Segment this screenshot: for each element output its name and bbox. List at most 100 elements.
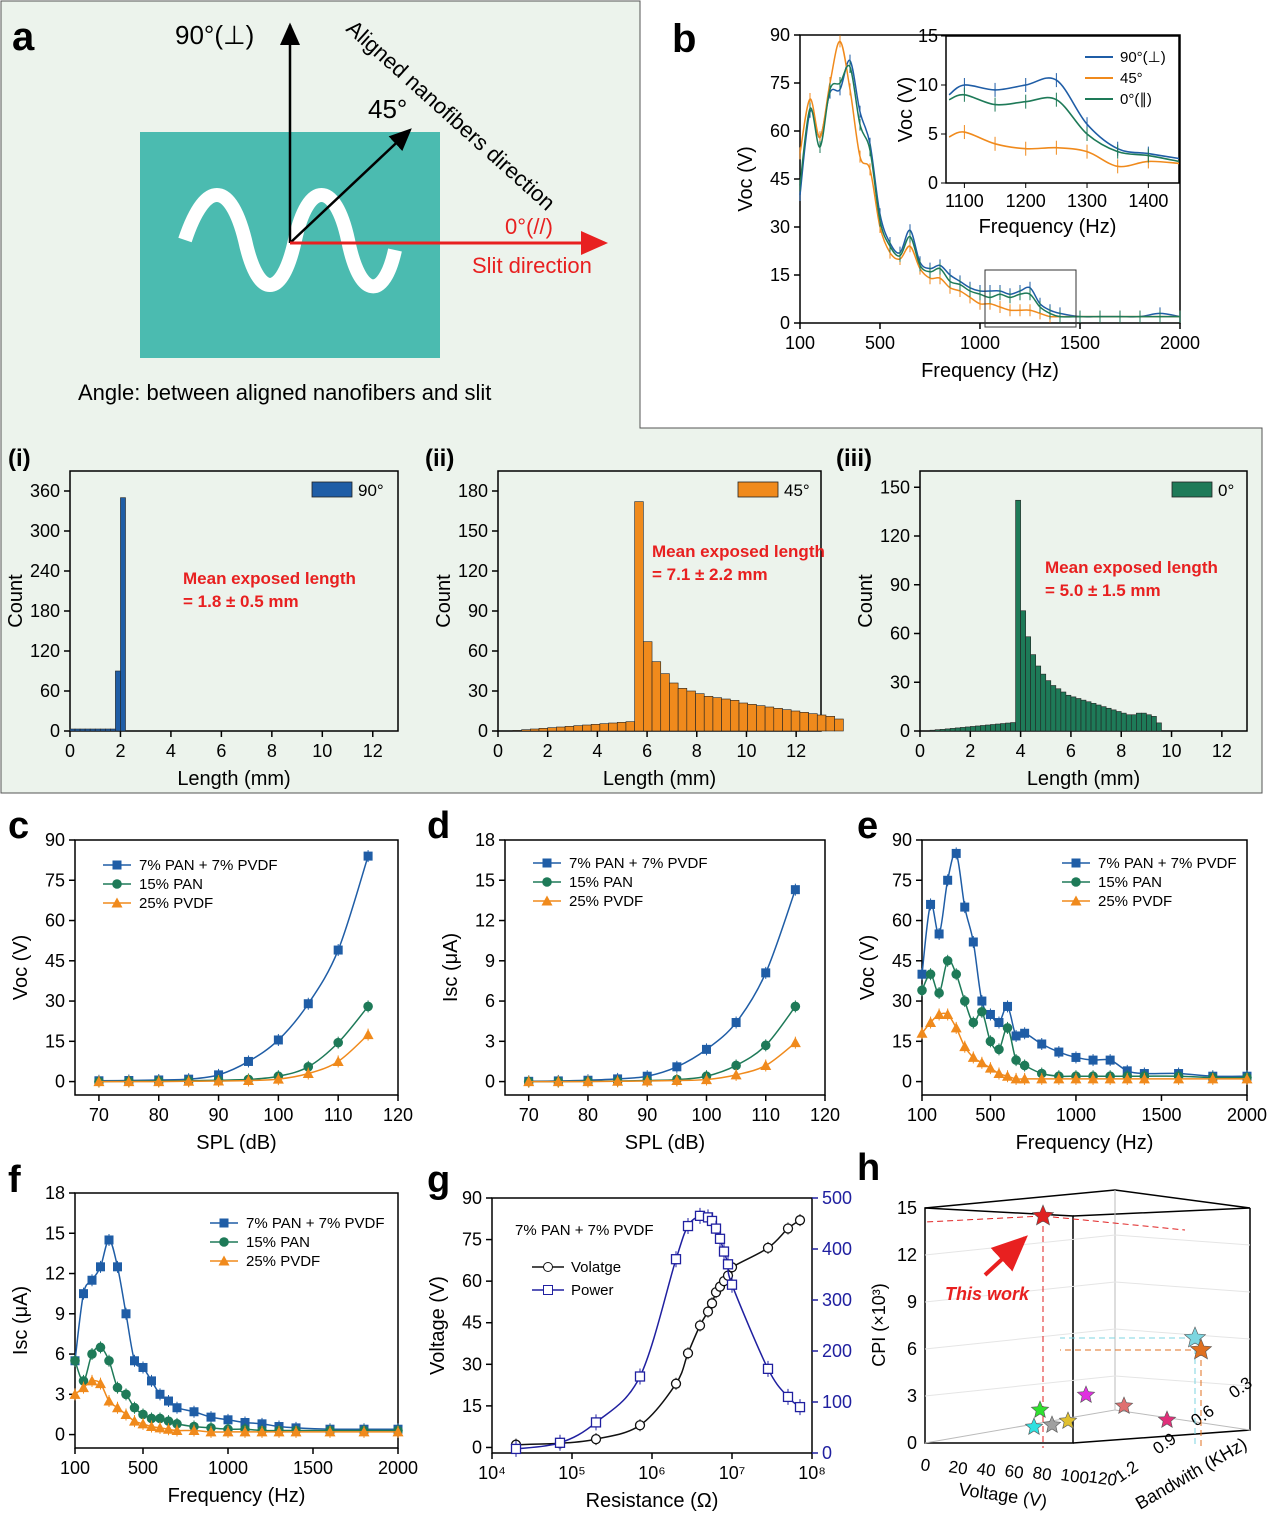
x-tick-label: 12 [363, 741, 383, 761]
z-tick-label: 0.6 [1187, 1401, 1217, 1430]
series-line [528, 889, 797, 1083]
data-point [1053, 1073, 1065, 1084]
histogram-bar [1040, 673, 1047, 732]
y-tick-label: 150 [880, 477, 910, 497]
data-point [121, 1389, 131, 1400]
y-tick-label: 15 [462, 1396, 482, 1416]
panel-letter: c [8, 805, 29, 847]
histogram-bar [1020, 610, 1026, 732]
data-point [70, 1355, 80, 1366]
data-point [273, 1035, 283, 1045]
x-tick-label: 10⁶ [638, 1463, 665, 1483]
x-tick-label: 120 [383, 1105, 413, 1125]
x-tick-label: 500 [128, 1458, 158, 1478]
data-point [670, 1254, 682, 1265]
legend-label: 7% PAN + 7% PVDF [139, 857, 278, 874]
y-tick-label: 90 [770, 25, 790, 45]
histogram-bar [1151, 716, 1157, 732]
histogram-bar [1030, 654, 1037, 732]
slit-label: Slit direction [472, 253, 592, 278]
x-tick-label: 500 [865, 333, 895, 353]
legend-label: Volatge [571, 1259, 621, 1276]
data-point [701, 1044, 711, 1054]
histogram-bar [949, 728, 956, 732]
data-point [103, 1395, 115, 1406]
histogram-bar [1065, 694, 1072, 732]
perp-label: 90°(⊥) [175, 20, 254, 50]
histogram-bar [1025, 636, 1031, 732]
panel-letter: (ii) [425, 445, 454, 472]
histogram-bar [790, 710, 801, 732]
x-tick-label: 100 [691, 1105, 721, 1125]
histogram-bar [1095, 704, 1102, 732]
box-back [924, 1190, 1251, 1444]
chart-f: 100 500 1000 1500 2000 0 3 6 9 12 15 18 Frequency (H… [8, 1159, 418, 1507]
histogram-bar [590, 724, 601, 732]
data-point [1173, 1073, 1185, 1084]
data-point [240, 1418, 250, 1427]
histogram-bar [944, 728, 951, 732]
data-point [670, 1378, 682, 1389]
data-point [672, 1062, 682, 1072]
data-point [164, 1396, 173, 1406]
histogram-bar [799, 712, 809, 732]
y-tick-label: 300 [30, 521, 60, 541]
y-tick-label: 60 [40, 681, 60, 701]
legend-swatch [311, 481, 353, 498]
x-tick-label: 10 [312, 741, 332, 761]
data-point [925, 969, 936, 980]
zero-label: 0°(//) [505, 214, 553, 239]
x-tick-label: 2 [543, 741, 553, 761]
x-tick-label: 120 [1087, 1467, 1118, 1490]
y-tick-label: 15 [770, 265, 790, 285]
y-tick-label: 15 [897, 1198, 917, 1218]
histogram-bar [608, 722, 618, 732]
panel-a-letter: a [12, 15, 35, 59]
power-line [515, 1214, 801, 1450]
x-axis-label: Frequency (Hz) [1016, 1132, 1154, 1154]
y-tick-label: 120 [458, 561, 488, 581]
y-axis-label: Voc (V) [10, 935, 32, 1001]
histogram-bar [89, 728, 96, 732]
data-point [112, 1382, 123, 1393]
legend-label: 15% PAN [139, 876, 203, 893]
histogram-bar [1115, 711, 1122, 732]
data-point [682, 1220, 694, 1232]
inset-x-tick-label: 1400 [1128, 191, 1168, 211]
histogram-bar [616, 722, 627, 732]
data-point [95, 1378, 106, 1389]
y-tick-label: 30 [45, 991, 65, 1011]
data-point [590, 1417, 602, 1428]
data-point [130, 1356, 139, 1366]
y-tick-label: 15 [892, 1031, 912, 1051]
histogram-bar [934, 729, 941, 732]
data-point [183, 1075, 195, 1086]
histogram-bar [756, 705, 766, 732]
data-point [223, 1415, 233, 1425]
data-point [968, 937, 978, 947]
data-point [994, 1044, 1004, 1055]
legend-swatch [737, 481, 779, 498]
legend-marker [542, 877, 552, 887]
data-point [761, 968, 771, 978]
data-point [222, 1426, 234, 1437]
data-point [112, 1402, 123, 1413]
data-point [968, 1017, 979, 1028]
legend-marker [541, 895, 553, 906]
y-tick-label: 75 [462, 1230, 482, 1250]
legend-marker [218, 1255, 230, 1266]
x-tick-label: 110 [324, 1105, 353, 1125]
y-tick-label: 0 [55, 1425, 65, 1445]
histogram-bar [1075, 698, 1082, 732]
data-point [138, 1362, 148, 1372]
legend-label: 15% PAN [246, 1234, 310, 1251]
data-point [977, 1006, 987, 1017]
x-tick-label: 100 [907, 1105, 937, 1125]
data-point [86, 1375, 98, 1386]
x-tick-label: 90 [637, 1105, 657, 1125]
data-point [257, 1419, 267, 1429]
data-point [1037, 1039, 1047, 1049]
x-tick-label: 40 [975, 1459, 996, 1480]
data-point [976, 1057, 988, 1068]
